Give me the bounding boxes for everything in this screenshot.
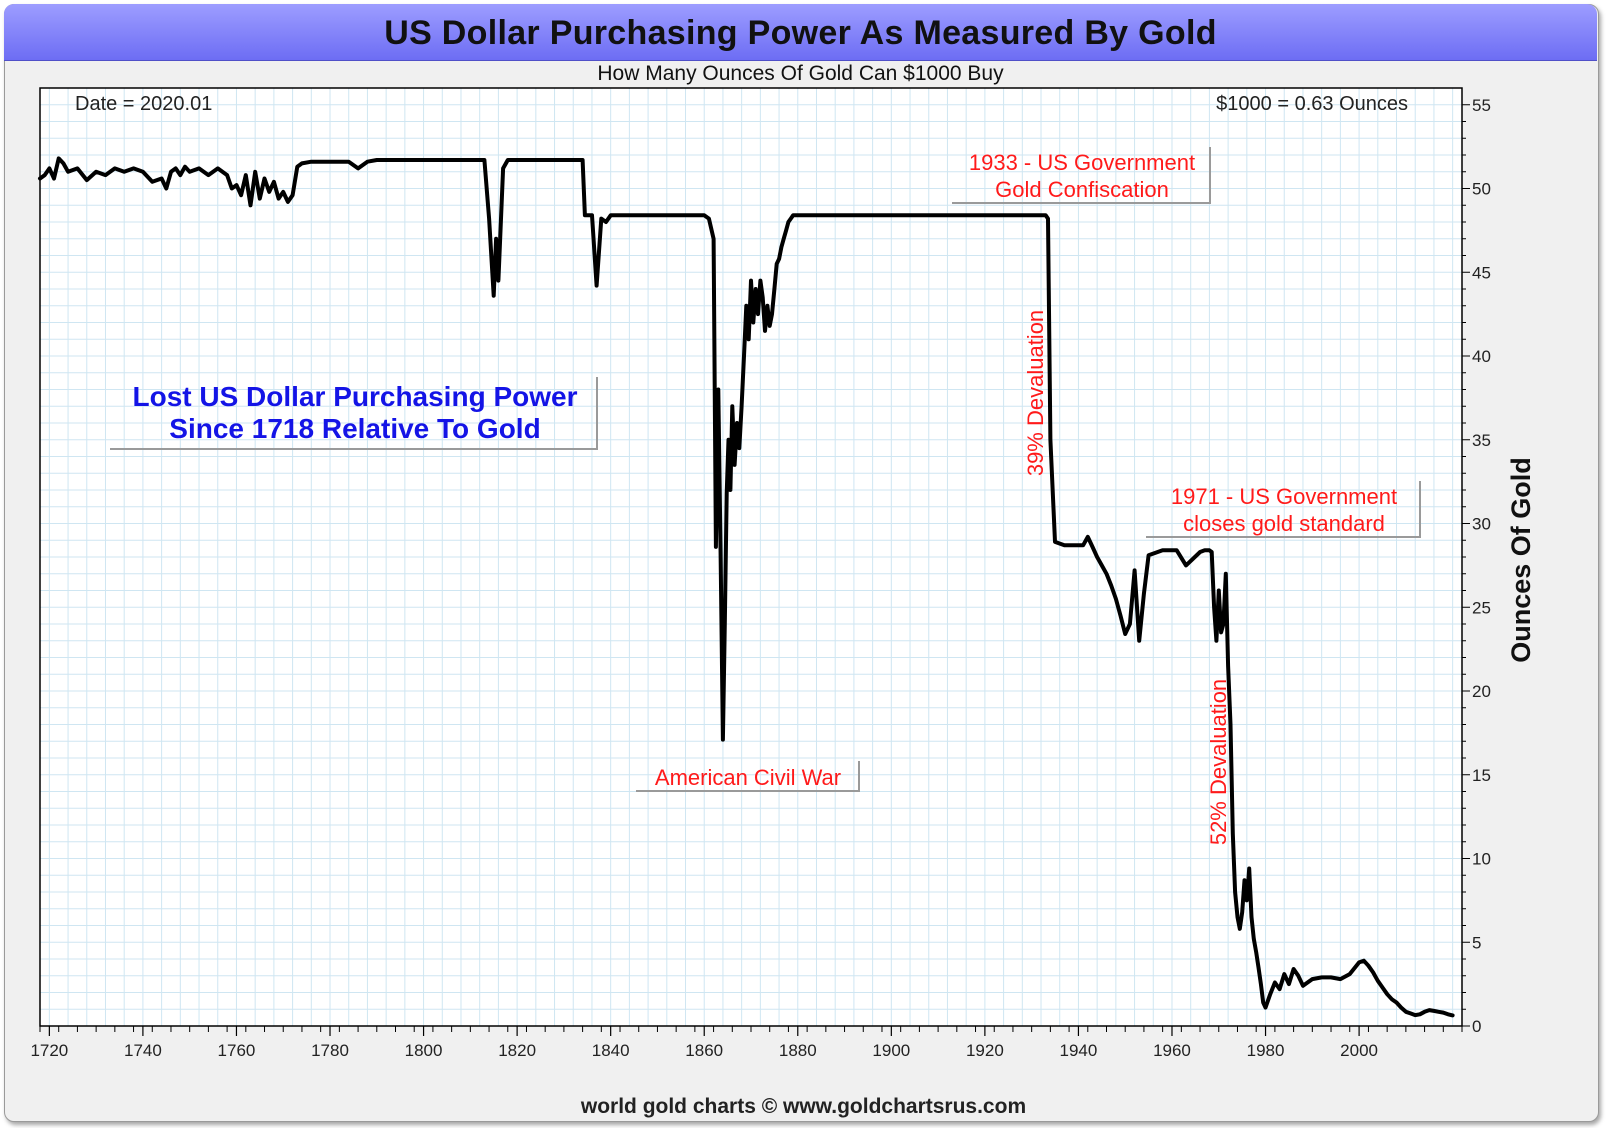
y-tick-label: 10 [1472,850,1491,869]
x-tick-label: 1980 [1247,1041,1285,1060]
lost-power-label-line1: Lost US Dollar Purchasing Power [133,381,578,412]
y-tick-label: 25 [1472,598,1491,617]
y-tick-label: 30 [1472,515,1491,534]
x-tick-label: 1900 [872,1041,910,1060]
x-tick-label: 1940 [1060,1041,1098,1060]
series-line [38,156,1455,1018]
y-tick-label: 35 [1472,431,1491,450]
y-axis: 0 5 10 15 20 25 30 35 40 45 50 55 Ounces Of Gold [1462,96,1536,1036]
y-tick-label: 45 [1472,263,1491,282]
y-axis-label: Ounces Of Gold [1506,457,1536,663]
y-tick-label: 20 [1472,682,1491,701]
x-tick-label: 1960 [1153,1041,1191,1060]
series-layer [38,156,1455,1018]
y-tick-label: 55 [1472,96,1491,115]
y-tick-label: 50 [1472,180,1491,199]
date-label: Date = 2020.01 [75,93,212,115]
gold-standard-label-line1: 1971 - US Government [1171,484,1397,509]
annotations: Date = 2020.01 $1000 = 0.63 Ounces Lost US… [75,93,1421,845]
current-value-label: $1000 = 0.63 Ounces [1216,93,1408,115]
x-tick-label: 1840 [592,1041,630,1060]
chart-title: US Dollar Purchasing Power As Measured B… [384,14,1217,52]
x-tick-label: 1780 [311,1041,349,1060]
x-tick-label: 1720 [30,1041,68,1060]
y-tick-label: 5 [1472,933,1481,952]
x-axis: 1720 1740 1760 1780 1800 1820 1840 1860 1880 1900… [30,1026,1463,1060]
devaluation-1933-label: 39% Devaluation [1023,310,1048,476]
x-tick-label: 1860 [685,1041,723,1060]
x-tick-label: 1800 [405,1041,443,1060]
x-tick-label: 2000 [1340,1041,1378,1060]
grid-lines [40,88,1462,1026]
title-bar [4,4,1597,61]
x-tick-label: 1820 [498,1041,536,1060]
y-tick-label: 40 [1472,347,1491,366]
civil-war-label: American Civil War [655,765,841,790]
y-tick-label: 15 [1472,766,1491,785]
confiscation-label-line1: 1933 - US Government [969,150,1195,175]
x-tick-label: 1920 [966,1041,1004,1060]
confiscation-label-line2: Gold Confiscation [995,177,1169,202]
devaluation-1971-label: 52% Devaluation [1206,679,1231,845]
x-tick-label: 1740 [124,1041,162,1060]
confiscation-box [952,147,1211,204]
gold-standard-box [1146,481,1421,538]
x-tick-label: 1880 [779,1041,817,1060]
civil-war-box [636,761,860,792]
y-tick-label: 0 [1472,1017,1481,1036]
x-tick-label: 1760 [218,1041,256,1060]
chart-subtitle: How Many Ounces Of Gold Can $1000 Buy [597,62,1004,85]
gold-standard-label-line2: closes gold standard [1183,511,1385,536]
footer-credit: world gold charts © www.goldchartsrus.co… [580,1095,1027,1118]
lost-power-label-line2: Since 1718 Relative To Gold [169,413,540,444]
lost-power-box [110,377,598,450]
